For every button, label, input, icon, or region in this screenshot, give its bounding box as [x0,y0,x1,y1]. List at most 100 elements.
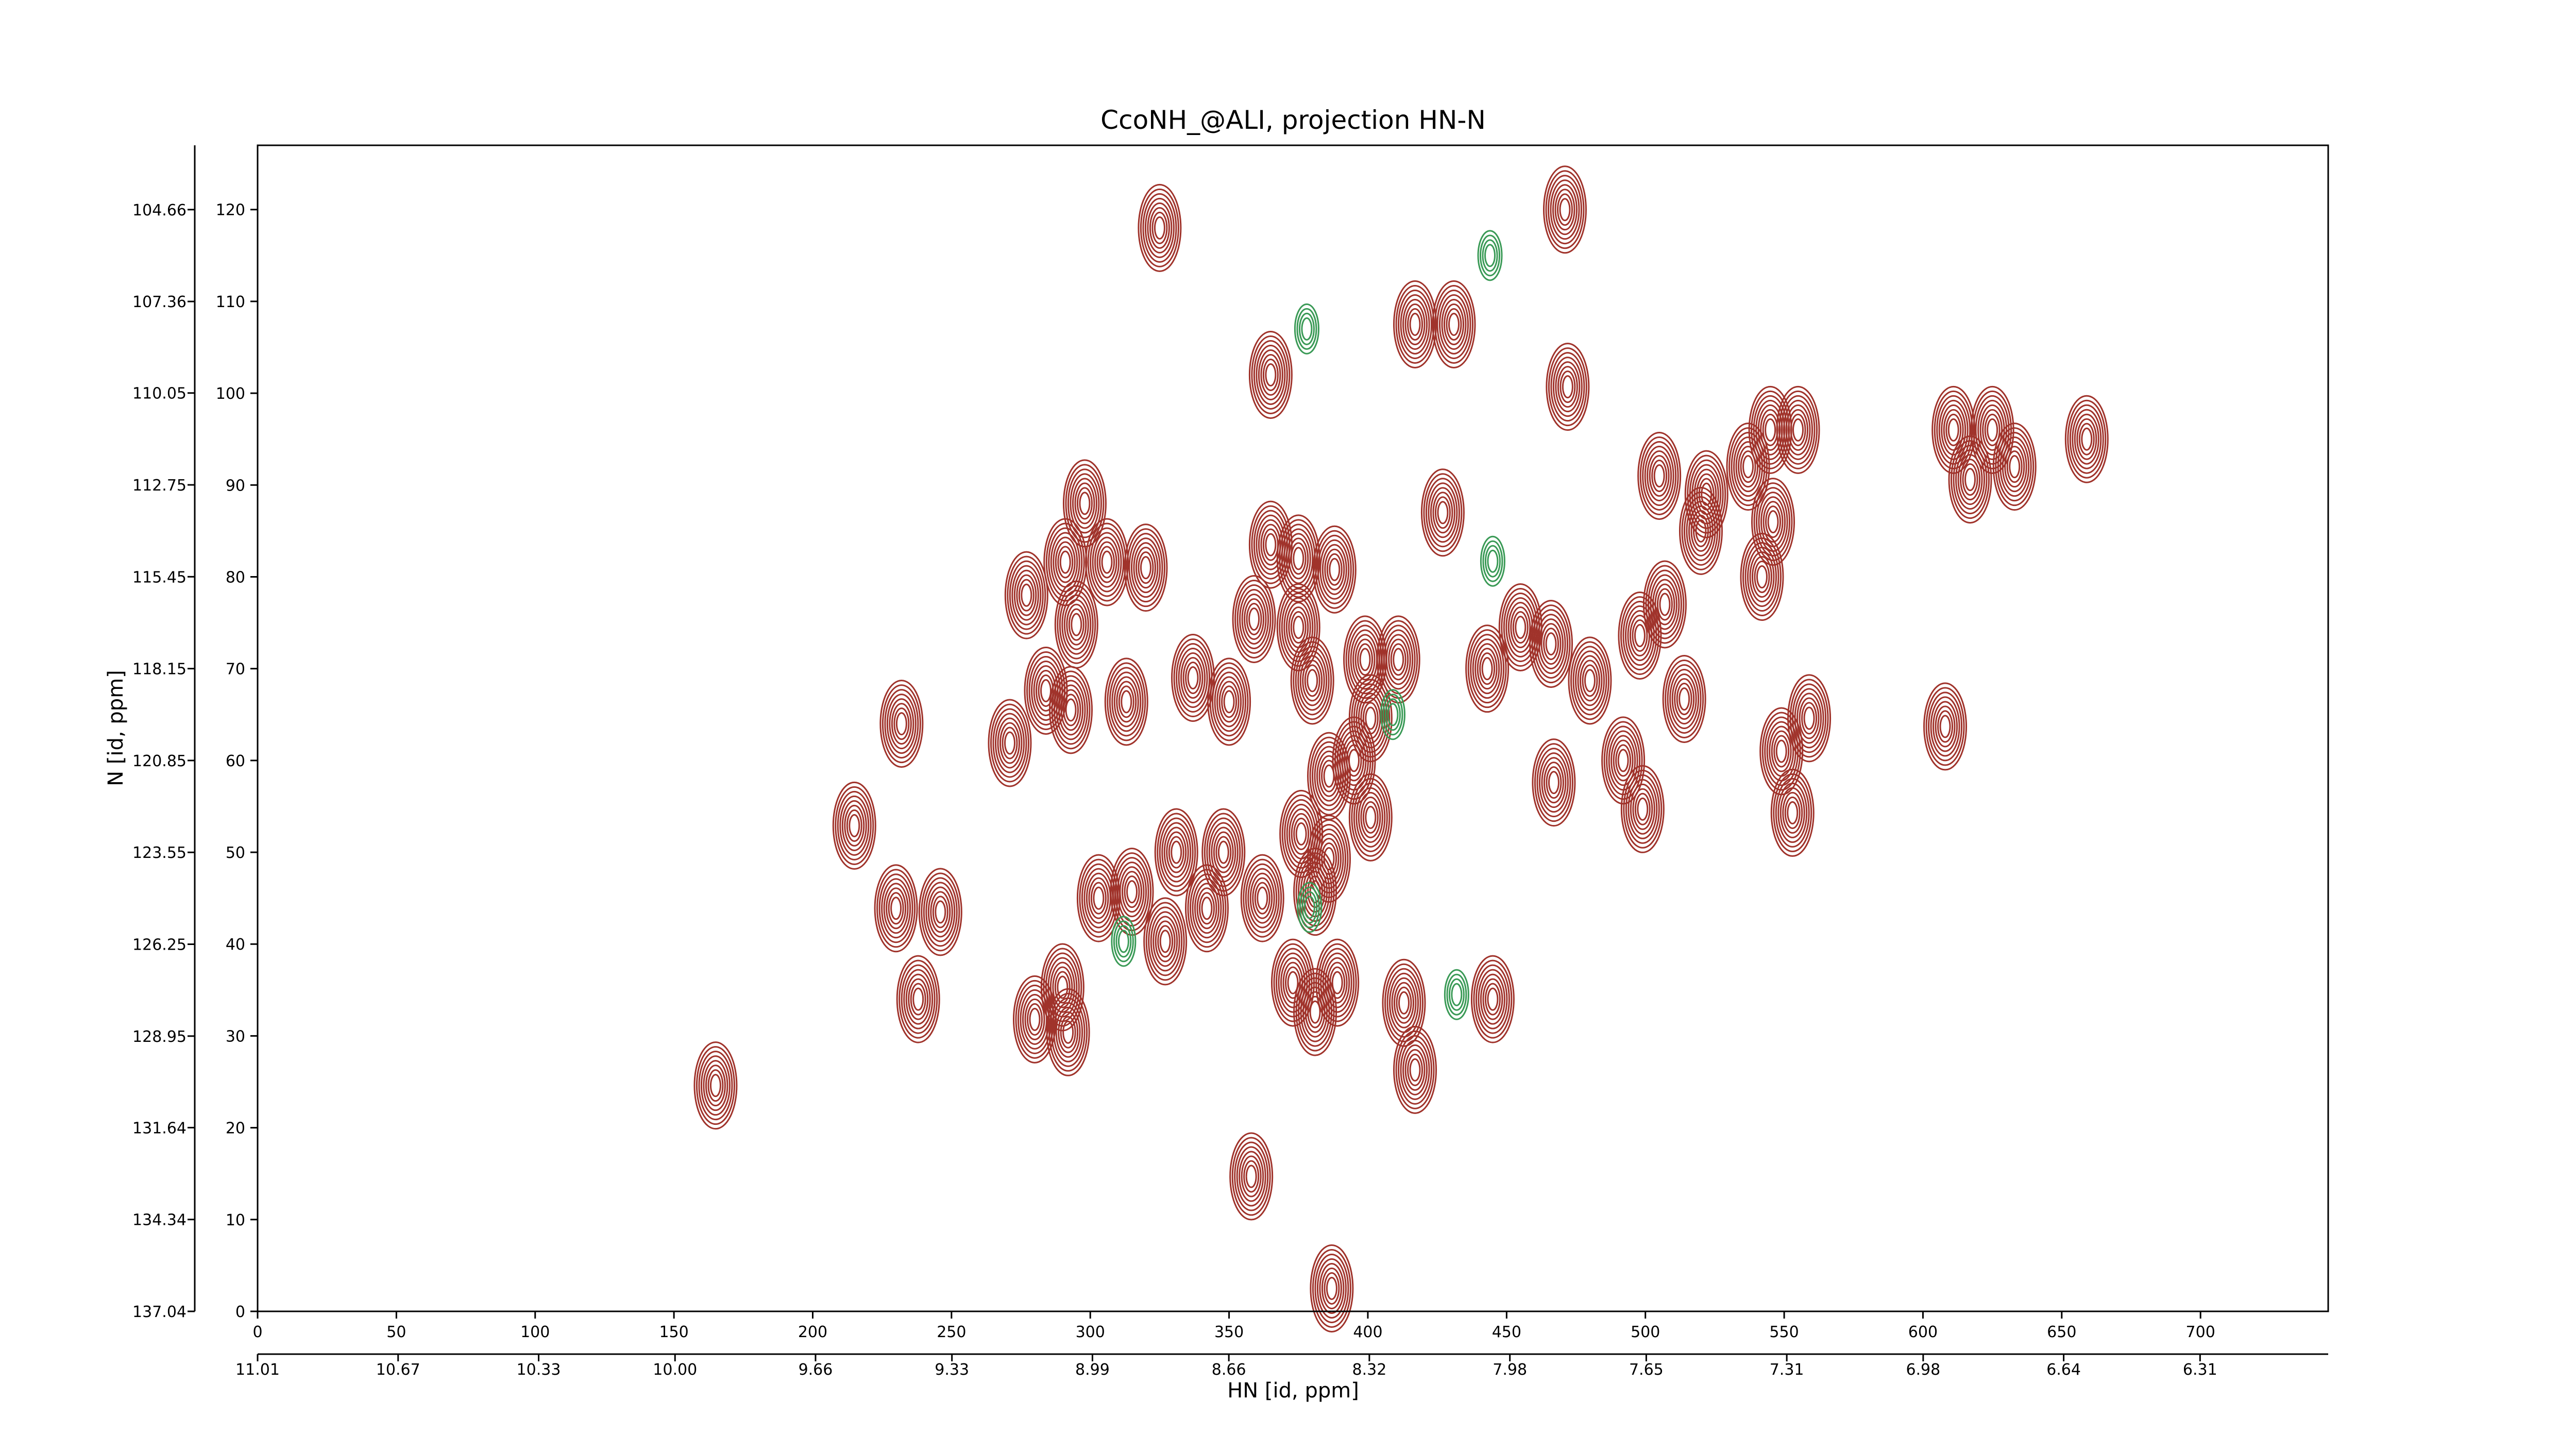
positive-peak [1312,525,1357,614]
x2-tick-label: 6.31 [2183,1361,2217,1379]
x2-tick-label: 8.99 [1075,1361,1110,1379]
positive-peak [1124,524,1168,612]
positive-peak [1248,331,1293,419]
positive-peak [1432,280,1476,368]
positive-peak [1759,707,1804,796]
positive-peak [1348,773,1393,862]
x2-tick-label: 8.32 [1352,1361,1387,1379]
positive-peak [1393,1025,1437,1114]
x2-tick-label: 7.98 [1493,1361,1527,1379]
y-tick-label: 80 [226,568,245,586]
positive-peak [1012,975,1057,1064]
y2-tick-label: 104.66 [132,201,187,220]
positive-peak [1543,165,1587,254]
y-axis-label: N [id, ppm] [104,670,128,786]
x2-tick-label: 8.66 [1212,1361,1246,1379]
x-axis-label: HN [id, ppm] [1227,1379,1359,1403]
positive-peak [1310,1244,1354,1332]
x2-tick-label: 10.00 [653,1361,697,1379]
positive-peak [1751,478,1795,566]
positive-peak [1992,423,2037,511]
positive-peak [1642,560,1687,649]
y-tick-label: 120 [216,201,245,220]
positive-peak [1529,600,1573,688]
positive-peak [1776,385,1820,474]
y2-tick-label: 115.45 [132,568,187,586]
peaks [693,165,2109,1332]
x2-tick-label: 10.33 [517,1361,561,1379]
positive-peak [1293,968,1337,1056]
x-tick-label: 100 [520,1323,550,1341]
positive-peak [1931,385,1976,474]
negative-peak [1444,969,1469,1020]
positive-peak [1276,583,1320,671]
positive-peak [2064,395,2109,483]
positive-peak [1276,514,1320,603]
y2-tick-label: 126.25 [132,936,187,954]
positive-peak [1546,343,1590,431]
positive-peak [1376,615,1420,704]
positive-peak [918,868,962,956]
positive-peak [1662,655,1706,743]
x2-tick-label: 7.31 [1770,1361,1804,1379]
positive-peak [1307,815,1351,903]
positive-peak [1382,958,1426,1047]
positive-peak [1679,486,1723,575]
positive-peak [1201,808,1246,897]
positive-peak [1465,625,1510,713]
positive-peak [1240,854,1284,942]
y2-tick-label: 120.85 [132,752,187,770]
positive-peak [1948,435,1992,524]
positive-peak [1307,732,1351,820]
y2-tick-label: 128.95 [132,1028,187,1046]
y2-tick-label: 123.55 [132,844,187,862]
negative-peak [1380,689,1405,740]
x-tick-label: 650 [2047,1323,2076,1341]
positive-peak [1049,666,1093,754]
y-tick-label: 0 [235,1303,245,1321]
positive-peak [879,680,924,768]
positive-peak [1229,1132,1274,1221]
negative-peak [1480,535,1505,587]
y-tick-label: 60 [226,752,245,770]
positive-peak [1138,183,1182,272]
negative-peak [1111,916,1137,967]
positive-peak [693,1041,738,1130]
x2-tick-label: 6.98 [1906,1361,1940,1379]
y2-tick-label: 112.75 [132,477,187,495]
positive-peak [1332,716,1376,805]
positive-peak [832,781,876,870]
x2-tick-label: 9.33 [935,1361,969,1379]
positive-peak [1062,459,1107,548]
positive-peak [1290,636,1334,725]
positive-peak [1348,674,1393,763]
x-tick-label: 350 [1214,1323,1244,1341]
x-tick-label: 150 [659,1323,688,1341]
positive-peak [1568,636,1612,725]
positive-peak [1046,988,1090,1076]
positive-peak [1618,592,1662,680]
positive-peak [896,955,940,1043]
negative-peak [1294,303,1319,355]
x-tick-label: 300 [1076,1323,1105,1341]
y-tick-label: 90 [226,477,245,495]
positive-peak [1040,943,1084,1032]
positive-peak [1532,738,1576,827]
y2-tick-label: 134.34 [132,1211,187,1229]
x-tick-label: 250 [937,1323,966,1341]
y-tick-label: 20 [226,1120,245,1138]
positive-peak [1004,551,1048,639]
positive-peak [1085,518,1129,606]
y-tick-label: 50 [226,844,245,862]
positive-peak [1315,938,1360,1027]
y-tick-label: 30 [226,1027,245,1045]
x-tick-label: 50 [386,1323,406,1341]
x-tick-label: 0 [252,1323,262,1341]
positive-peak [1770,769,1815,857]
positive-peak [1110,848,1154,936]
y-tick-label: 10 [226,1211,245,1229]
positive-peak [1054,580,1098,669]
positive-peak [988,699,1032,787]
